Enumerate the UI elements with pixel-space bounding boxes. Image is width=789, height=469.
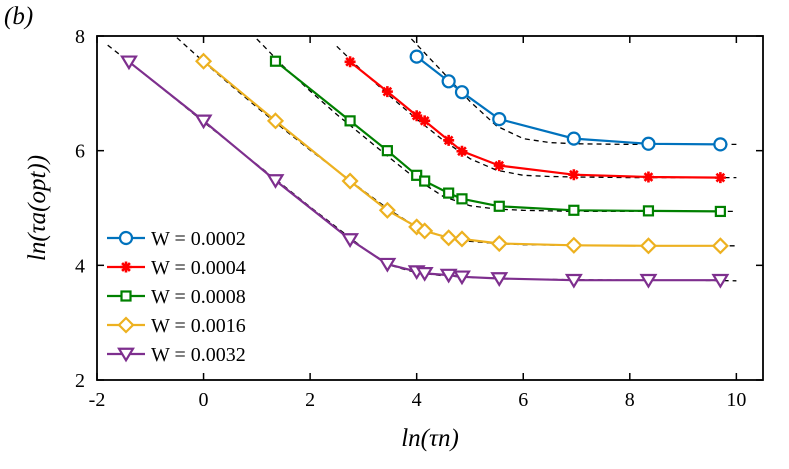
series-3 xyxy=(256,38,737,218)
x-tick-label: 4 xyxy=(412,389,422,411)
data-point xyxy=(565,236,583,254)
data-point xyxy=(269,55,282,67)
legend-label: W = 0.0008 xyxy=(151,286,246,308)
data-point xyxy=(713,137,728,152)
x-tick-label: 10 xyxy=(726,389,746,411)
data-point xyxy=(378,257,397,273)
data-point xyxy=(493,200,505,212)
data-point xyxy=(341,172,359,190)
data-point xyxy=(378,201,396,219)
legend-label: W = 0.0002 xyxy=(151,228,246,250)
data-point xyxy=(490,234,508,253)
data-point xyxy=(454,85,470,100)
series-1 xyxy=(409,38,737,152)
data-point xyxy=(714,205,726,218)
data-point xyxy=(642,205,655,217)
data-point xyxy=(711,237,729,255)
legend-entry-1: W = 0.0002 xyxy=(107,228,246,250)
data-point xyxy=(409,49,424,64)
legend: W = 0.0002 W = 0.0004 W = 0.0008 W = 0.0016… xyxy=(107,228,246,366)
x-tick-label: 8 xyxy=(625,389,635,411)
data-point xyxy=(344,56,356,68)
x-tick-label: 2 xyxy=(305,389,315,411)
legend-label: W = 0.0016 xyxy=(151,315,246,337)
panel-label: (b) xyxy=(4,3,33,30)
data-point xyxy=(419,175,431,187)
series-line-4 xyxy=(202,60,721,247)
data-point xyxy=(568,169,580,181)
data-point xyxy=(641,136,656,151)
legend-entry-5: W = 0.0032 xyxy=(107,344,246,366)
y-axis-label: ln(τa(opt)) xyxy=(24,155,51,261)
data-point xyxy=(416,222,434,240)
data-point xyxy=(711,273,730,289)
legend-marker xyxy=(117,347,135,363)
data-point xyxy=(381,86,393,98)
legend-label: W = 0.0032 xyxy=(151,344,246,366)
data-point xyxy=(456,193,468,205)
data-point xyxy=(568,204,580,216)
y-tick-label: 8 xyxy=(75,26,85,48)
data-point xyxy=(443,134,455,146)
data-point xyxy=(344,115,356,127)
series-line-2 xyxy=(349,60,721,179)
x-tick-label: 6 xyxy=(518,389,528,411)
data-point xyxy=(639,237,658,255)
data-point xyxy=(411,110,423,122)
x-tick-label: 0 xyxy=(199,389,209,411)
plot-area xyxy=(107,37,737,289)
data-point xyxy=(194,114,213,130)
fit-line-2 xyxy=(336,45,737,179)
data-point xyxy=(443,187,455,199)
data-point xyxy=(714,172,726,184)
data-point xyxy=(120,55,138,71)
x-axis-label: ln(τn) xyxy=(401,425,459,452)
data-layer xyxy=(107,37,737,289)
data-point xyxy=(419,115,431,127)
data-point xyxy=(492,112,507,127)
data-point xyxy=(266,112,285,130)
data-point xyxy=(415,267,434,282)
axes: -2 0 2 4 6 8 10 2 4 6 8 xyxy=(75,26,764,411)
series-2 xyxy=(336,45,737,184)
axis-titles: ln(τn) ln(τa(opt)) xyxy=(24,155,459,452)
series-5 xyxy=(107,44,737,289)
data-point xyxy=(453,230,471,248)
legend-entry-3: W = 0.0008 xyxy=(107,286,246,308)
data-point xyxy=(564,273,583,289)
legend-marker xyxy=(120,261,132,273)
legend-marker xyxy=(117,316,135,334)
y-tick-label: 2 xyxy=(75,370,85,392)
data-point xyxy=(490,272,509,287)
axes-box xyxy=(96,35,764,381)
data-point xyxy=(439,268,458,284)
legend-entry-4: W = 0.0016 xyxy=(107,315,246,337)
data-point xyxy=(441,74,456,89)
legend-marker xyxy=(118,230,134,246)
legend-marker xyxy=(120,290,132,302)
data-point xyxy=(411,169,423,181)
y-tick-label: 6 xyxy=(75,141,85,163)
legend-entry-2: W = 0.0004 xyxy=(107,257,246,279)
legend-label: W = 0.0004 xyxy=(151,257,246,279)
y-tick-label: 4 xyxy=(75,255,85,277)
data-point xyxy=(642,171,654,183)
data-point xyxy=(440,229,458,247)
data-point xyxy=(381,145,393,157)
data-point xyxy=(266,174,285,189)
data-point xyxy=(341,233,360,248)
data-point xyxy=(453,270,471,286)
data-point xyxy=(456,145,468,157)
x-tick-label: -2 xyxy=(89,389,106,411)
data-point xyxy=(639,273,658,289)
data-point xyxy=(566,131,581,146)
data-point xyxy=(195,52,213,70)
series-line-3 xyxy=(274,60,721,213)
data-point xyxy=(493,160,505,172)
series-4 xyxy=(176,37,737,255)
series-line-1 xyxy=(416,55,721,146)
